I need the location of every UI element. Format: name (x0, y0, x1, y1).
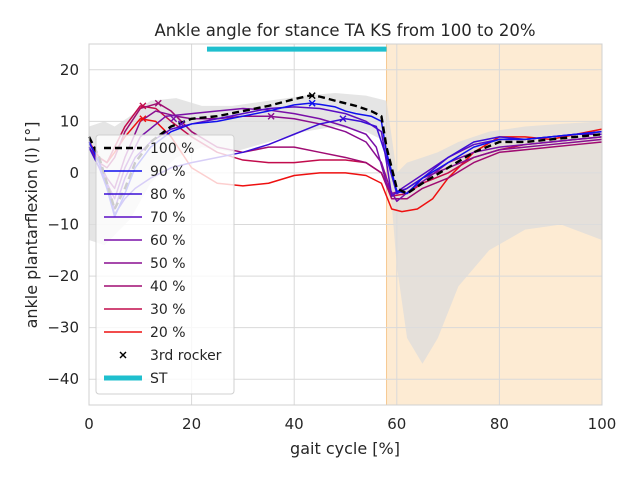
y-tick-label: −40 (47, 370, 79, 388)
series-line (88, 118, 603, 213)
legend-label: 100 % (150, 141, 194, 157)
rocker-marker (308, 99, 316, 107)
legend-label: 80 % (150, 187, 186, 203)
legend-label: 3rd rocker (150, 348, 222, 364)
chart-title: Ankle angle for stance TA KS from 100 to… (154, 21, 535, 40)
x-tick-label: 40 (285, 415, 304, 433)
y-tick-label: −10 (47, 216, 79, 234)
legend-label: ST (150, 371, 168, 387)
legend-label: 20 % (150, 325, 186, 341)
legend-rocker-marker (119, 351, 127, 359)
rocker-marker (139, 115, 147, 123)
x-tick-label: 80 (490, 415, 509, 433)
y-tick-label: 20 (60, 61, 79, 79)
x-tick-label: 100 (588, 415, 617, 433)
rocker-marker (139, 102, 147, 110)
y-axis-label: ankle plantarflexion (l) [°] (22, 122, 41, 329)
legend: 100 % 90 % 80 % 70 % 60 % 50 % 40 % 30 % 20 % 3rd… (95, 134, 235, 395)
series-line (88, 102, 603, 200)
legend-label: 40 % (150, 279, 186, 295)
y-tick-label: 0 (69, 164, 79, 182)
legend-label: 90 % (150, 164, 186, 180)
rocker-marker (154, 99, 162, 107)
y-tick-label: −30 (47, 319, 79, 337)
x-tick-label: 0 (84, 415, 94, 433)
y-tick-label: 10 (60, 112, 79, 130)
rocker-marker (170, 115, 178, 123)
legend-label: 60 % (150, 233, 186, 249)
x-tick-label: 60 (387, 415, 406, 433)
rocker-marker (177, 120, 185, 128)
legend-label: 30 % (150, 302, 186, 318)
plot-area: 0 20 40 60 80 100 −40 −30 −20 −10 0 10 20 100 % 90 % 80… (47, 43, 617, 433)
rocker-marker (339, 115, 347, 123)
legend-box (95, 134, 235, 395)
rocker-marker (308, 92, 316, 100)
x-tick-label: 20 (182, 415, 201, 433)
plot-frame (88, 43, 603, 406)
legend-label: 50 % (150, 256, 186, 272)
rocker-marker (267, 112, 275, 120)
legend-label: 70 % (150, 210, 186, 226)
y-tick-label: −20 (47, 267, 79, 285)
std-band (89, 92, 602, 364)
x-axis-label: gait cycle [%] (290, 439, 400, 458)
